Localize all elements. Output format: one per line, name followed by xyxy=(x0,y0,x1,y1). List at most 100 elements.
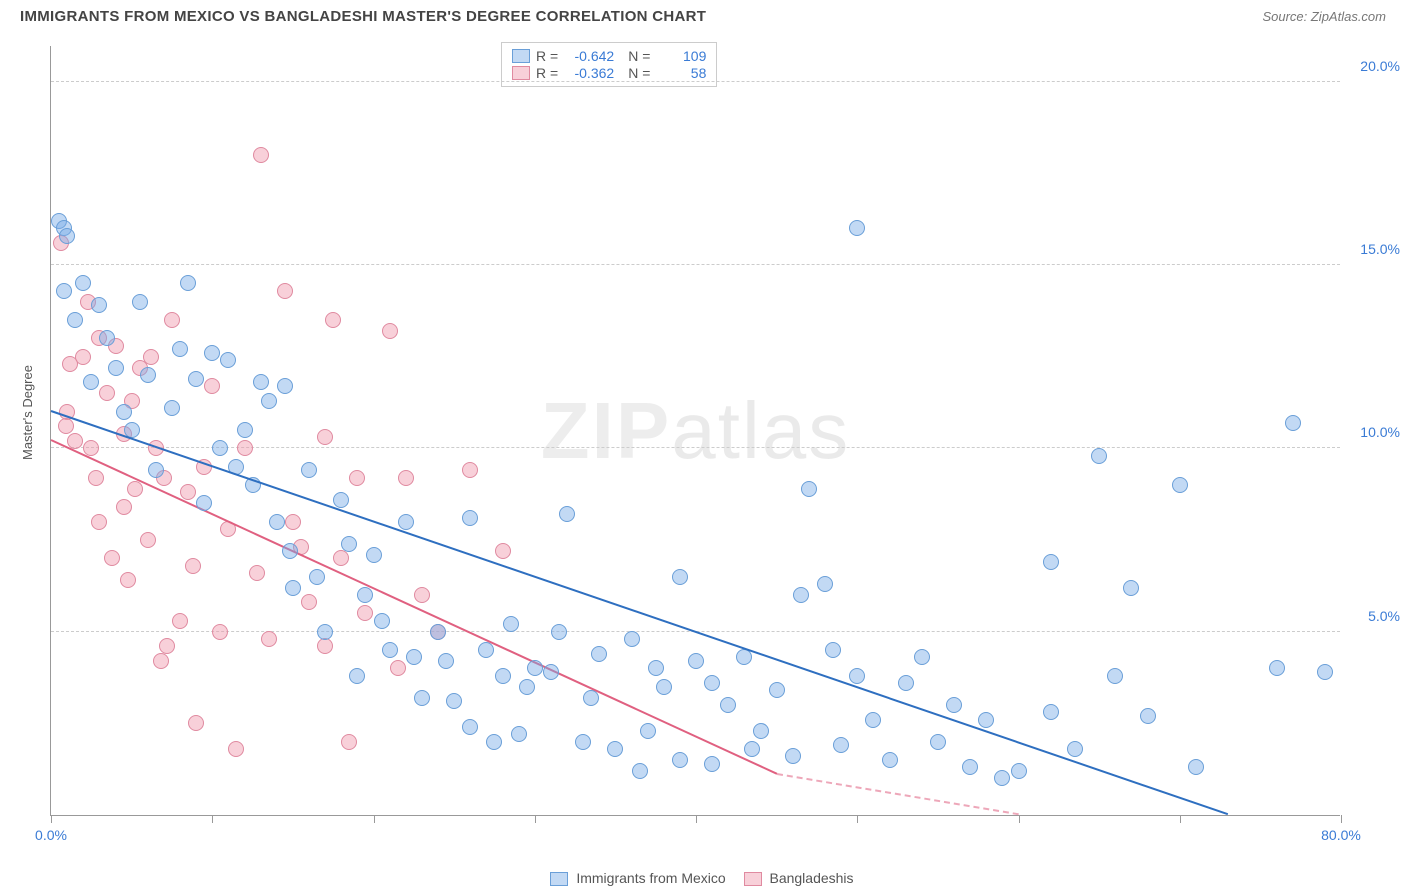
data-point xyxy=(865,712,881,728)
data-point xyxy=(462,719,478,735)
x-tick xyxy=(857,815,858,823)
data-point xyxy=(398,514,414,530)
data-point xyxy=(898,675,914,691)
data-point xyxy=(83,374,99,390)
data-point xyxy=(503,616,519,632)
data-point xyxy=(607,741,623,757)
data-point xyxy=(1172,477,1188,493)
y-tick-label: 20.0% xyxy=(1360,58,1400,74)
data-point xyxy=(164,400,180,416)
x-tick-label: 0.0% xyxy=(35,827,67,843)
data-point xyxy=(140,367,156,383)
y-axis-label: Master's Degree xyxy=(20,365,35,460)
x-tick xyxy=(1341,815,1342,823)
data-point xyxy=(978,712,994,728)
data-point xyxy=(825,642,841,658)
data-point xyxy=(849,220,865,236)
data-point xyxy=(188,715,204,731)
data-point xyxy=(551,624,567,640)
data-point xyxy=(1317,664,1333,680)
data-point xyxy=(438,653,454,669)
data-point xyxy=(172,613,188,629)
data-point xyxy=(817,576,833,592)
y-tick-label: 5.0% xyxy=(1368,608,1400,624)
stats-row-bangla: R = -0.362 N = 58 xyxy=(512,65,706,81)
data-point xyxy=(56,283,72,299)
data-point xyxy=(301,594,317,610)
chart-title: IMMIGRANTS FROM MEXICO VS BANGLADESHI MA… xyxy=(20,8,706,25)
data-point xyxy=(672,569,688,585)
data-point xyxy=(58,418,74,434)
swatch-mexico xyxy=(550,872,568,886)
data-point xyxy=(486,734,502,750)
data-point xyxy=(104,550,120,566)
data-point xyxy=(390,660,406,676)
data-point xyxy=(116,404,132,420)
data-point xyxy=(1043,704,1059,720)
data-point xyxy=(220,352,236,368)
data-point xyxy=(511,726,527,742)
data-point xyxy=(1123,580,1139,596)
data-point xyxy=(930,734,946,750)
legend-label: Immigrants from Mexico xyxy=(576,870,725,886)
data-point xyxy=(249,565,265,581)
data-point xyxy=(575,734,591,750)
data-point xyxy=(946,697,962,713)
data-point xyxy=(349,668,365,684)
data-point xyxy=(624,631,640,647)
data-point xyxy=(914,649,930,665)
data-point xyxy=(430,624,446,640)
data-point xyxy=(212,624,228,640)
data-point xyxy=(180,275,196,291)
data-point xyxy=(704,756,720,772)
data-point xyxy=(188,371,204,387)
data-point xyxy=(446,693,462,709)
data-point xyxy=(744,741,760,757)
data-point xyxy=(672,752,688,768)
data-point xyxy=(720,697,736,713)
data-point xyxy=(116,499,132,515)
data-point xyxy=(148,462,164,478)
data-point xyxy=(59,228,75,244)
data-point xyxy=(1188,759,1204,775)
data-point xyxy=(196,495,212,511)
data-point xyxy=(317,429,333,445)
data-point xyxy=(583,690,599,706)
data-point xyxy=(285,580,301,596)
data-point xyxy=(159,638,175,654)
data-point xyxy=(120,572,136,588)
data-point xyxy=(317,638,333,654)
data-point xyxy=(543,664,559,680)
data-point xyxy=(994,770,1010,786)
y-tick-label: 10.0% xyxy=(1360,424,1400,440)
x-tick xyxy=(51,815,52,823)
data-point xyxy=(253,147,269,163)
gridline xyxy=(51,81,1340,82)
swatch-bangla xyxy=(512,66,530,80)
data-point xyxy=(277,283,293,299)
trend-line xyxy=(51,410,1229,815)
data-point xyxy=(833,737,849,753)
swatch-bangla xyxy=(744,872,762,886)
data-point xyxy=(414,690,430,706)
legend-label: Bangladeshis xyxy=(769,870,853,886)
data-point xyxy=(237,440,253,456)
data-point xyxy=(527,660,543,676)
data-point xyxy=(341,734,357,750)
data-point xyxy=(1107,668,1123,684)
trend-line xyxy=(51,439,777,774)
data-point xyxy=(212,440,228,456)
data-point xyxy=(704,675,720,691)
data-point xyxy=(253,374,269,390)
data-point xyxy=(406,649,422,665)
data-point xyxy=(398,470,414,486)
data-point xyxy=(108,360,124,376)
data-point xyxy=(67,312,83,328)
data-point xyxy=(127,481,143,497)
data-point xyxy=(1285,415,1301,431)
watermark: ZIPatlas xyxy=(541,385,850,477)
swatch-mexico xyxy=(512,49,530,63)
data-point xyxy=(648,660,664,676)
data-point xyxy=(277,378,293,394)
data-point xyxy=(1011,763,1027,779)
